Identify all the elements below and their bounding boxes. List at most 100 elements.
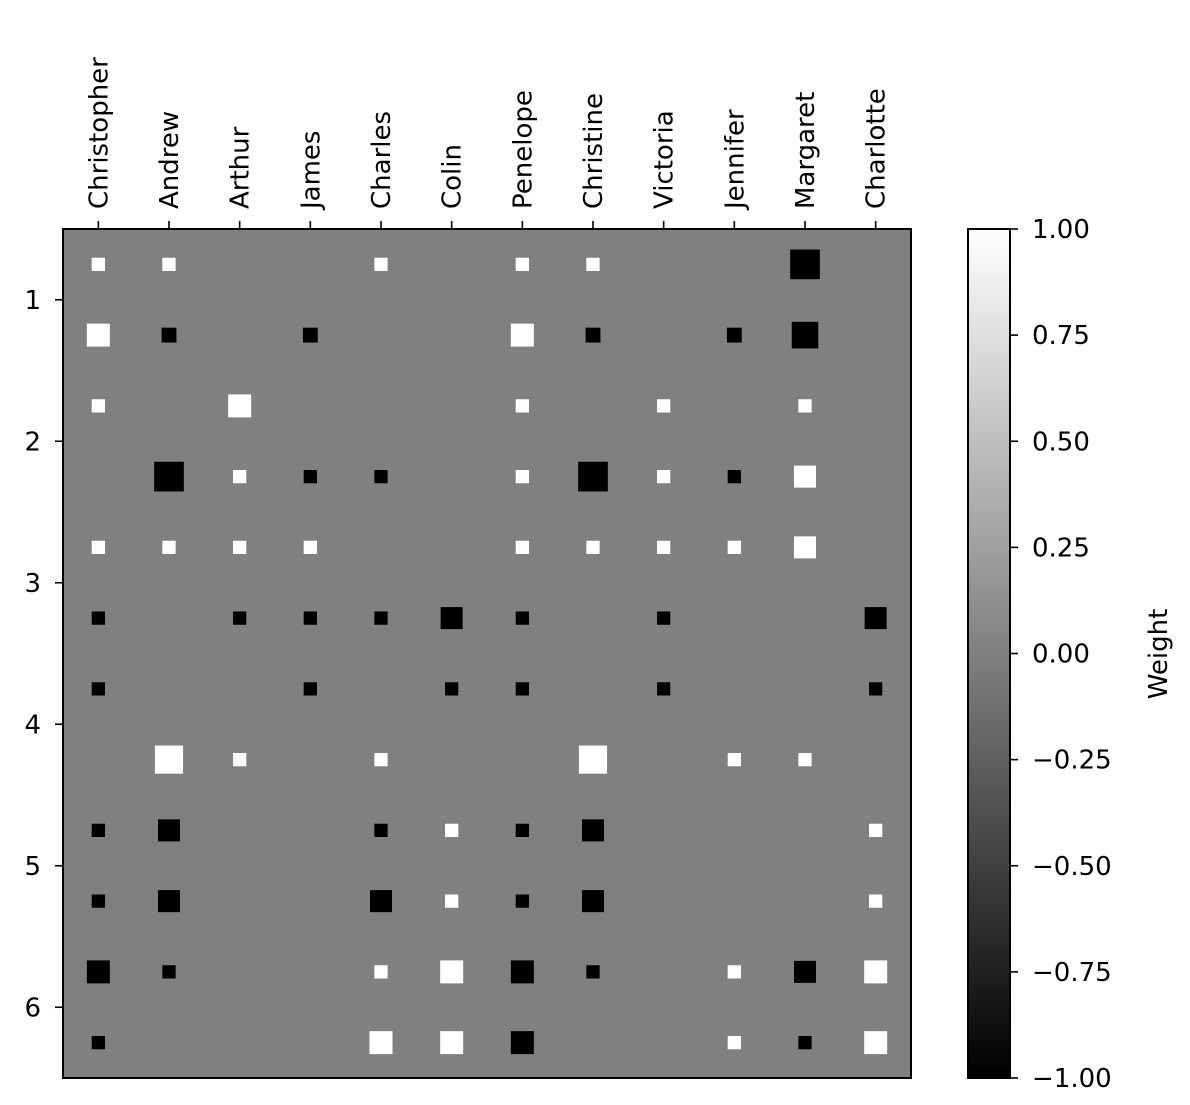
weight-cell bbox=[515, 894, 529, 908]
x-tick-label: Charles bbox=[367, 111, 397, 209]
weight-cell bbox=[657, 540, 671, 555]
weight-cell bbox=[515, 257, 529, 272]
weight-cell bbox=[798, 752, 812, 767]
weight-cell bbox=[440, 1031, 464, 1055]
weight-cell bbox=[374, 611, 388, 625]
weight-cell bbox=[374, 752, 388, 767]
weight-cell bbox=[233, 752, 247, 767]
weight-cell bbox=[233, 469, 247, 484]
weight-cell bbox=[798, 399, 812, 413]
weight-cell bbox=[162, 965, 176, 979]
weight-cell bbox=[445, 682, 459, 696]
weight-cells bbox=[86, 249, 888, 1055]
weight-cell bbox=[657, 399, 671, 413]
weight-cell bbox=[727, 540, 741, 555]
weight-cell bbox=[369, 890, 392, 913]
weight-cell bbox=[657, 611, 671, 625]
weight-cell bbox=[657, 682, 671, 696]
weight-cell bbox=[793, 960, 816, 983]
weight-cell bbox=[161, 327, 177, 343]
weight-cell bbox=[510, 960, 534, 984]
weight-cell bbox=[515, 682, 529, 696]
y-tick-label: 5 bbox=[24, 852, 41, 882]
x-tick-label: Arthur bbox=[226, 126, 256, 209]
weight-cell bbox=[369, 1031, 393, 1055]
weight-cell bbox=[793, 536, 816, 559]
weight-cell bbox=[86, 323, 110, 347]
weight-cell bbox=[303, 611, 317, 625]
weight-cell bbox=[869, 823, 883, 838]
colorbar-tick-label: −0.25 bbox=[1032, 746, 1112, 776]
weight-cell bbox=[86, 960, 110, 984]
weight-cell bbox=[91, 1035, 105, 1050]
weight-cell bbox=[790, 249, 820, 280]
weight-cell bbox=[303, 469, 317, 484]
weight-cell bbox=[581, 890, 604, 913]
y-axis-ticks: 1 2 3 4 5 6 bbox=[24, 286, 63, 1023]
weight-cell bbox=[657, 469, 671, 484]
x-tick-label: James bbox=[296, 131, 326, 211]
weight-cell bbox=[578, 745, 608, 774]
weight-cell bbox=[91, 682, 105, 696]
weight-cell bbox=[727, 1035, 741, 1050]
colorbar: 1.00 0.75 0.50 0.25 0.00 −0.25 −0.50 −0.75 −1.00… bbox=[967, 215, 1174, 1094]
colorbar-ticks: 1.00 0.75 0.50 0.25 0.00 −0.25 −0.50 −0.75 −1.00 bbox=[1010, 215, 1112, 1094]
weight-cell bbox=[581, 819, 604, 842]
weight-cell bbox=[440, 960, 464, 984]
weight-cell bbox=[726, 327, 742, 343]
weight-cell bbox=[302, 327, 318, 343]
plot-area bbox=[62, 228, 912, 1079]
weight-cell bbox=[303, 682, 317, 696]
plot-frame bbox=[62, 228, 912, 1079]
weight-cell bbox=[228, 394, 252, 418]
colorbar-tick-label: −0.50 bbox=[1032, 852, 1112, 882]
weight-cell bbox=[864, 960, 888, 984]
weight-cell bbox=[515, 540, 529, 555]
colorbar-tick-label: −1.00 bbox=[1032, 1064, 1112, 1094]
weight-cell bbox=[864, 1031, 888, 1055]
weight-cell bbox=[586, 540, 600, 555]
y-tick-label: 3 bbox=[24, 569, 41, 599]
weight-cell bbox=[445, 823, 459, 838]
weight-cell bbox=[374, 823, 388, 838]
weight-cell bbox=[727, 965, 741, 979]
weight-cell bbox=[154, 461, 184, 492]
weight-cell bbox=[91, 257, 105, 272]
x-tick-label: Colin bbox=[438, 144, 468, 209]
x-tick-label: Jennifer bbox=[720, 109, 750, 211]
weight-cell bbox=[869, 894, 883, 908]
colorbar-label: Weight bbox=[1144, 609, 1174, 700]
weight-cell bbox=[586, 965, 600, 979]
weight-cell bbox=[374, 469, 388, 484]
weight-cell bbox=[374, 257, 388, 272]
x-axis-ticks: Christopher Andrew Arthur James Charles Colin… bbox=[84, 57, 892, 229]
weight-cell bbox=[515, 469, 529, 484]
colorbar-tick-label: 0.50 bbox=[1032, 427, 1090, 457]
x-tick-label: Victoria bbox=[650, 110, 680, 209]
weight-cell bbox=[91, 399, 105, 413]
weight-cell bbox=[157, 819, 180, 842]
weight-cell bbox=[515, 611, 529, 625]
weight-cell bbox=[157, 890, 180, 913]
weight-cell bbox=[303, 540, 317, 555]
x-tick-label: Charlotte bbox=[862, 88, 892, 209]
x-tick-label: Christine bbox=[579, 93, 609, 209]
colorbar-tick-label: −0.75 bbox=[1032, 958, 1112, 988]
weight-cell bbox=[510, 1031, 534, 1055]
weight-cell bbox=[445, 894, 459, 908]
colorbar-tick-label: 0.25 bbox=[1032, 533, 1090, 563]
weight-cell bbox=[233, 540, 247, 555]
weight-cell bbox=[91, 611, 105, 625]
weight-cell bbox=[864, 607, 887, 630]
weight-cell bbox=[515, 823, 529, 838]
weight-cell bbox=[91, 540, 105, 555]
weight-cell bbox=[374, 965, 388, 979]
plot-background bbox=[63, 229, 911, 1078]
weight-cell bbox=[585, 327, 601, 343]
weight-cell bbox=[727, 752, 741, 767]
weight-cell bbox=[578, 461, 608, 492]
y-tick-label: 1 bbox=[24, 286, 41, 316]
weight-cell bbox=[233, 611, 247, 625]
weight-cell bbox=[91, 823, 105, 838]
colorbar-gradient bbox=[967, 228, 1011, 1079]
